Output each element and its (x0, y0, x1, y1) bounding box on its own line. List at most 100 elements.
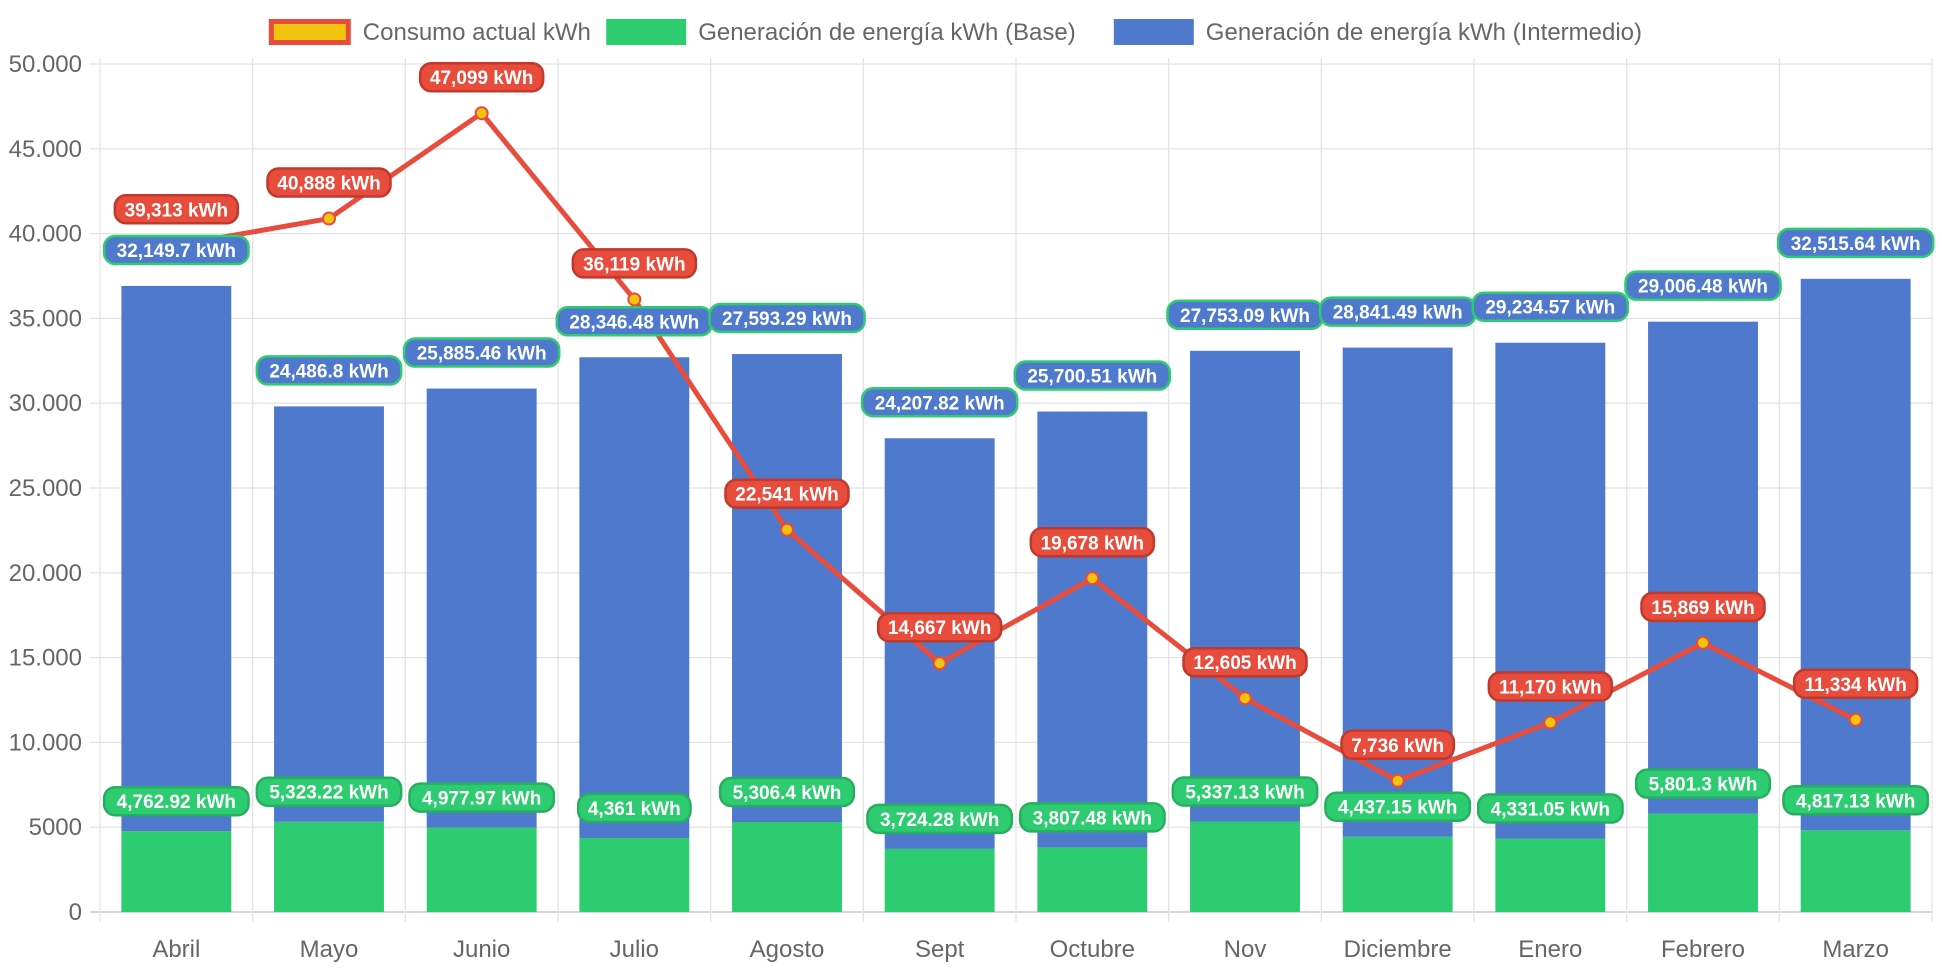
label-base: 4,361 kWh (576, 792, 692, 824)
bar-base[interactable] (274, 821, 384, 912)
x-tick-label: Junio (453, 936, 510, 963)
label-intermedio: 24,207.82 kWh (860, 387, 1019, 418)
label-consumo: 22,541 kWh (724, 478, 850, 509)
label-base-text: 5,323.22 kWh (269, 783, 388, 804)
legend-label: Consumo actual kWh (363, 19, 591, 46)
bar-intermedio[interactable] (1495, 342, 1606, 839)
label-base-text: 4,977.97 kWh (422, 789, 541, 810)
legend-item[interactable]: Generación de energía kWh (Base) (606, 19, 1076, 46)
label-consumo-bg (876, 611, 1003, 643)
bar-intermedio[interactable] (426, 388, 537, 828)
bar-intermedio[interactable] (1037, 411, 1148, 848)
consumption-point[interactable] (627, 292, 642, 307)
label-consumo-text: 19,678 kWh (1041, 533, 1145, 554)
label-consumo: 12,605 kWh (1182, 646, 1308, 678)
bar-base[interactable] (426, 827, 537, 912)
label-consumo-text: 14,667 kWh (888, 618, 992, 639)
legend-swatch (268, 19, 351, 45)
label-consumo-text: 47,099 kWh (430, 68, 534, 89)
label-intermedio: 25,885.46 kWh (402, 337, 561, 368)
bar-base[interactable] (579, 838, 690, 912)
label-intermedio-text: 25,700.51 kWh (1027, 367, 1157, 388)
x-tick-label: Mayo (300, 936, 359, 963)
consumption-point[interactable] (1238, 691, 1252, 706)
label-base-bg (1476, 793, 1624, 824)
label-consumo-bg (113, 194, 240, 225)
label-consumo: 39,313 kWh (113, 194, 240, 225)
x-tick-label: Julio (610, 936, 659, 963)
label-intermedio-text: 25,885.46 kWh (417, 344, 547, 365)
label-base-text: 4,437.15 kWh (1338, 798, 1457, 819)
label-intermedio-bg (1013, 360, 1172, 391)
consumption-point[interactable] (1085, 571, 1100, 586)
label-base-text: 5,306.4 kWh (733, 783, 842, 804)
label-base-bg (576, 792, 692, 824)
consumption-point[interactable] (474, 106, 489, 121)
consumption-point[interactable] (1848, 712, 1863, 727)
label-consumo-text: 22,541 kWh (735, 485, 839, 506)
bar-base[interactable] (121, 831, 232, 912)
y-tick-label: 10.000 (9, 729, 82, 756)
legend-item[interactable]: Consumo actual kWh (268, 19, 591, 46)
label-base-bg (255, 776, 403, 807)
consumption-point[interactable] (780, 522, 794, 537)
consumption-point[interactable] (1696, 635, 1710, 650)
bar-base[interactable] (1648, 813, 1758, 912)
consumption-point[interactable] (322, 211, 336, 226)
bar-base[interactable] (1800, 830, 1911, 912)
x-tick-label: Enero (1518, 936, 1582, 963)
bar-intermedio[interactable] (1190, 350, 1300, 822)
label-intermedio-text: 29,006.48 kWh (1638, 277, 1768, 298)
bar-intermedio[interactable] (121, 285, 232, 832)
consumption-point[interactable] (1390, 773, 1405, 788)
label-base-text: 4,361 kWh (588, 799, 681, 820)
label-base-bg (1634, 768, 1772, 799)
bar-base[interactable] (884, 848, 995, 912)
label-consumo-text: 39,313 kWh (125, 200, 229, 221)
label-base: 3,807.48 kWh (1018, 802, 1166, 833)
consumption-point[interactable] (1543, 715, 1558, 730)
bar-base[interactable] (1037, 847, 1148, 912)
label-consumo: 11,170 kWh (1487, 671, 1614, 702)
y-tick-label: 5000 (29, 814, 82, 841)
legend-item[interactable]: Generación de energía kWh (Intermedio) (1113, 19, 1642, 46)
consumption-point[interactable] (932, 656, 947, 671)
label-intermedio: 28,841.49 kWh (1318, 296, 1477, 327)
label-consumo-bg (724, 478, 850, 509)
grid (90, 58, 1933, 922)
label-consumo: 47,099 kWh (418, 61, 545, 93)
y-tick-label: 25.000 (9, 475, 82, 502)
label-base-text: 5,337.13 kWh (1185, 782, 1304, 803)
bar-intermedio[interactable] (274, 406, 384, 822)
label-intermedio: 27,753.09 kWh (1166, 299, 1324, 331)
bar-intermedio[interactable] (1648, 321, 1758, 814)
label-consumo-bg (1340, 729, 1456, 761)
consumption-line (169, 106, 1863, 788)
bar-base[interactable] (732, 822, 842, 912)
label-intermedio-text: 32,149.7 kWh (117, 241, 236, 262)
x-axis: Abril Mayo Junio Julio Agosto Sept Octubre Nov D… (152, 936, 1889, 963)
bars (121, 278, 1911, 912)
label-intermedio: 32,149.7 kWh (102, 234, 250, 266)
label-base-bg (1324, 791, 1472, 822)
bar-intermedio[interactable] (1800, 278, 1911, 831)
x-tick-label: Agosto (750, 936, 825, 963)
bar-base[interactable] (1190, 821, 1300, 912)
bar-base[interactable] (1342, 836, 1453, 912)
label-intermedio-text: 28,841.49 kWh (1333, 303, 1463, 324)
bar-intermedio[interactable] (732, 354, 842, 823)
label-consumo-text: 7,736 kWh (1351, 736, 1444, 757)
label-consumo-bg (1182, 646, 1308, 678)
label-intermedio-bg (860, 387, 1019, 418)
label-intermedio-text: 29,234.57 kWh (1485, 298, 1615, 319)
x-tick-label: Febrero (1661, 936, 1745, 963)
bar-intermedio[interactable] (1342, 347, 1453, 837)
label-intermedio: 29,234.57 kWh (1471, 291, 1630, 322)
bar-base[interactable] (1495, 838, 1606, 912)
label-consumo-bg (418, 61, 545, 93)
bar-intermedio[interactable] (579, 357, 690, 839)
label-intermedio-bg (708, 302, 866, 334)
x-tick-label: Marzo (1822, 936, 1889, 963)
